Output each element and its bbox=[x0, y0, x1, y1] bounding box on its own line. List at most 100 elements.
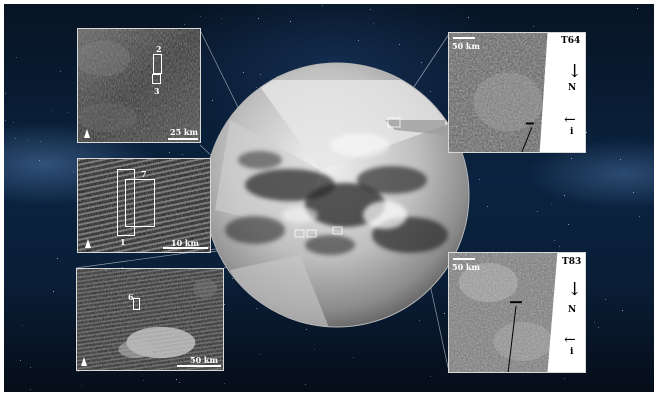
incidence-label: i bbox=[570, 347, 574, 357]
radar-texture bbox=[78, 29, 200, 142]
star bbox=[73, 171, 75, 173]
star bbox=[352, 357, 354, 359]
scale-label: 50 km bbox=[190, 355, 218, 365]
star bbox=[467, 16, 469, 18]
roi-label: 1 bbox=[120, 237, 126, 247]
star bbox=[536, 211, 538, 213]
panel-title: T83 bbox=[562, 257, 582, 267]
star bbox=[78, 371, 80, 373]
star bbox=[27, 140, 29, 142]
scale-label: 50 km bbox=[452, 262, 480, 272]
star bbox=[289, 20, 291, 22]
star bbox=[15, 56, 17, 58]
star bbox=[276, 75, 278, 77]
star bbox=[142, 380, 144, 382]
star bbox=[175, 379, 177, 381]
star bbox=[29, 367, 31, 369]
star bbox=[224, 383, 226, 385]
star bbox=[321, 5, 323, 6]
star bbox=[429, 375, 431, 377]
star bbox=[604, 299, 606, 301]
star bbox=[59, 71, 61, 73]
roi-box-1 bbox=[117, 169, 135, 236]
star bbox=[13, 121, 15, 123]
north-arrow-icon: ↓ bbox=[567, 61, 583, 82]
radar-texture bbox=[449, 253, 585, 372]
star bbox=[598, 326, 600, 328]
radar-panel-bottom-left: 6 50 km bbox=[76, 268, 224, 371]
star bbox=[224, 303, 226, 305]
star bbox=[621, 309, 623, 311]
star bbox=[567, 223, 569, 225]
scale-label: 10 km bbox=[171, 238, 199, 248]
star bbox=[66, 111, 68, 113]
north-arrow-icon bbox=[81, 357, 87, 366]
star bbox=[243, 71, 245, 73]
star bbox=[39, 140, 41, 142]
star bbox=[563, 378, 565, 380]
star bbox=[256, 86, 258, 88]
star bbox=[184, 24, 186, 26]
star bbox=[637, 8, 639, 10]
star bbox=[398, 44, 400, 46]
star bbox=[487, 205, 489, 207]
star bbox=[211, 100, 213, 102]
star bbox=[121, 267, 123, 269]
radar-panel-middle-left: 1 7 10 km bbox=[77, 158, 211, 253]
star bbox=[554, 240, 556, 242]
star bbox=[594, 322, 596, 324]
star bbox=[551, 204, 552, 206]
star bbox=[5, 92, 7, 94]
star bbox=[80, 385, 82, 387]
star bbox=[443, 313, 445, 315]
roi-label: 2 bbox=[156, 44, 162, 54]
roi-box-3 bbox=[152, 74, 161, 84]
radar-panel-t83: 50 km T83 ↓ N ← i bbox=[448, 252, 586, 373]
scale-bar bbox=[453, 258, 475, 260]
star bbox=[313, 348, 315, 350]
incidence-arrow-icon: ← bbox=[564, 332, 576, 348]
star bbox=[306, 328, 308, 330]
star bbox=[638, 216, 640, 218]
roi-box-6 bbox=[133, 298, 140, 310]
star bbox=[532, 26, 534, 28]
star bbox=[430, 91, 432, 93]
star bbox=[220, 18, 222, 20]
star bbox=[231, 277, 233, 279]
star bbox=[357, 40, 359, 42]
incidence-label: i bbox=[570, 127, 574, 137]
star bbox=[200, 16, 202, 18]
star bbox=[259, 353, 261, 355]
star bbox=[14, 138, 16, 140]
scale-bar bbox=[163, 247, 208, 249]
star bbox=[633, 192, 635, 194]
star bbox=[570, 158, 572, 160]
star bbox=[478, 178, 480, 180]
north-arrow-icon bbox=[85, 239, 91, 248]
star bbox=[585, 132, 587, 134]
star bbox=[4, 120, 6, 122]
roi-label: 7 bbox=[141, 169, 147, 179]
radar-panel-t64: 50 km T64 ↓ N ← i bbox=[448, 32, 586, 153]
roi-box-7 bbox=[125, 179, 155, 227]
star bbox=[420, 62, 422, 64]
star bbox=[619, 158, 621, 160]
north-label: N bbox=[568, 83, 577, 93]
star bbox=[419, 319, 421, 321]
roi-label: 6 bbox=[128, 292, 134, 302]
north-label: N bbox=[568, 305, 577, 315]
star bbox=[50, 110, 52, 112]
radar-texture bbox=[78, 159, 210, 252]
star bbox=[30, 389, 32, 391]
incidence-arrow-icon: ← bbox=[564, 112, 576, 128]
panel-title: T64 bbox=[561, 36, 581, 46]
star bbox=[182, 153, 184, 155]
scale-label: 25 km bbox=[170, 127, 198, 137]
star bbox=[38, 159, 40, 161]
scale-bar bbox=[177, 365, 221, 367]
star bbox=[178, 381, 180, 383]
star bbox=[257, 17, 259, 19]
scale-label: 50 km bbox=[452, 41, 480, 51]
